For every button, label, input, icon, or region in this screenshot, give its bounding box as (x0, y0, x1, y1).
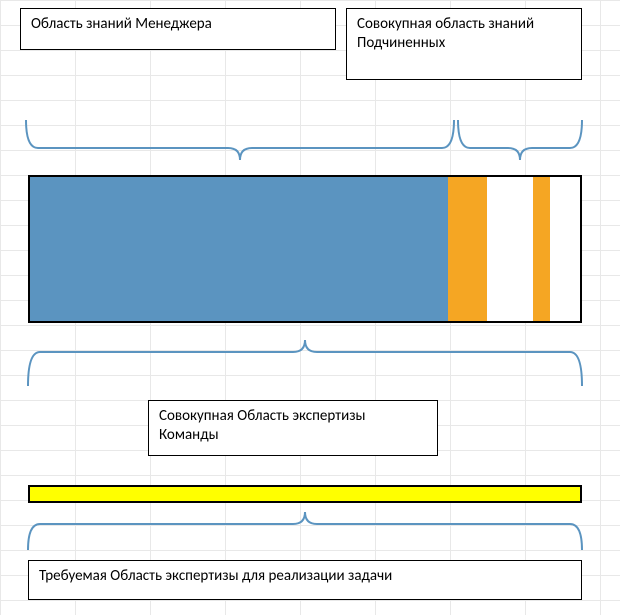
segment-gap2 (550, 177, 580, 321)
required-expertise-bar (28, 485, 582, 503)
label-required-expertise: Требуемая Область экспертизы для реализа… (28, 560, 582, 600)
brace-subordinates-icon (458, 120, 582, 160)
label-manager-knowledge: Область знаний Менеджера (20, 8, 336, 50)
brace-required-icon (28, 512, 582, 550)
segment-sub1 (448, 177, 487, 321)
segment-sub2 (533, 177, 550, 321)
segment-manager (30, 177, 448, 321)
segment-gap1 (487, 177, 534, 321)
knowledge-bar (28, 175, 582, 323)
label-subordinates-knowledge: Совокупная область знаний Подчиненных (346, 8, 582, 80)
brace-team-icon (28, 340, 582, 386)
label-team-expertise: Совокупная Область экспертизы Команды (148, 400, 438, 456)
brace-manager-icon (26, 120, 454, 160)
